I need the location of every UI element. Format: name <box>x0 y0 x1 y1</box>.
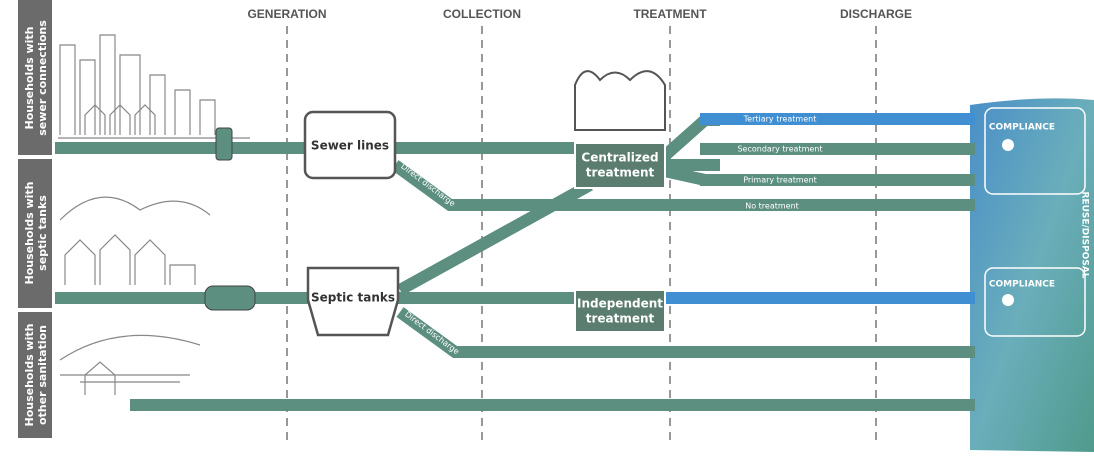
row-label: septic tanks <box>36 195 49 271</box>
node-label: Independent <box>577 297 663 311</box>
pipe-label: Tertiary treatment <box>743 115 817 124</box>
node-label: Sewer lines <box>311 139 389 153</box>
stage-label: TREATMENT <box>633 7 707 21</box>
tank-icon <box>205 286 255 310</box>
node-label: treatment <box>586 166 655 180</box>
city-illustration <box>58 35 250 138</box>
water-body <box>970 98 1094 452</box>
pipe-label: Direct discharge <box>403 310 461 357</box>
suburb-illustration <box>60 197 210 285</box>
manhole <box>216 128 232 160</box>
check-icon <box>1002 139 1014 151</box>
stage-label: COLLECTION <box>443 7 521 21</box>
rural-illustration <box>60 335 200 395</box>
compliance-label: COMPLIANCE <box>989 123 1055 133</box>
pipe-label: Secondary treatment <box>737 145 822 154</box>
stage-label: GENERATION <box>247 7 326 21</box>
plant-icon <box>575 71 665 130</box>
node-label: Centralized <box>581 151 658 165</box>
compliance-label: COMPLIANCE <box>989 280 1055 290</box>
stage-label: DISCHARGE <box>840 7 912 21</box>
node-label: Septic tanks <box>311 291 395 305</box>
diagram: Households with sewer connections Househ… <box>0 0 1094 469</box>
node-label: treatment <box>586 312 655 326</box>
outlet-label: REUSE/DISPOSAL <box>1080 191 1090 278</box>
row-label: other sanitation <box>36 325 49 425</box>
pipe-label: No treatment <box>745 202 799 211</box>
pipe <box>400 312 975 352</box>
pipe-label: Direct discharge <box>399 162 457 209</box>
row-label: Households with <box>23 323 36 426</box>
row-label: Households with <box>23 26 36 129</box>
pipe-label: Primary treatment <box>743 176 817 185</box>
row-label: sewer connections <box>36 20 49 136</box>
row-label: Households with <box>23 181 36 284</box>
check-icon <box>1002 294 1014 306</box>
